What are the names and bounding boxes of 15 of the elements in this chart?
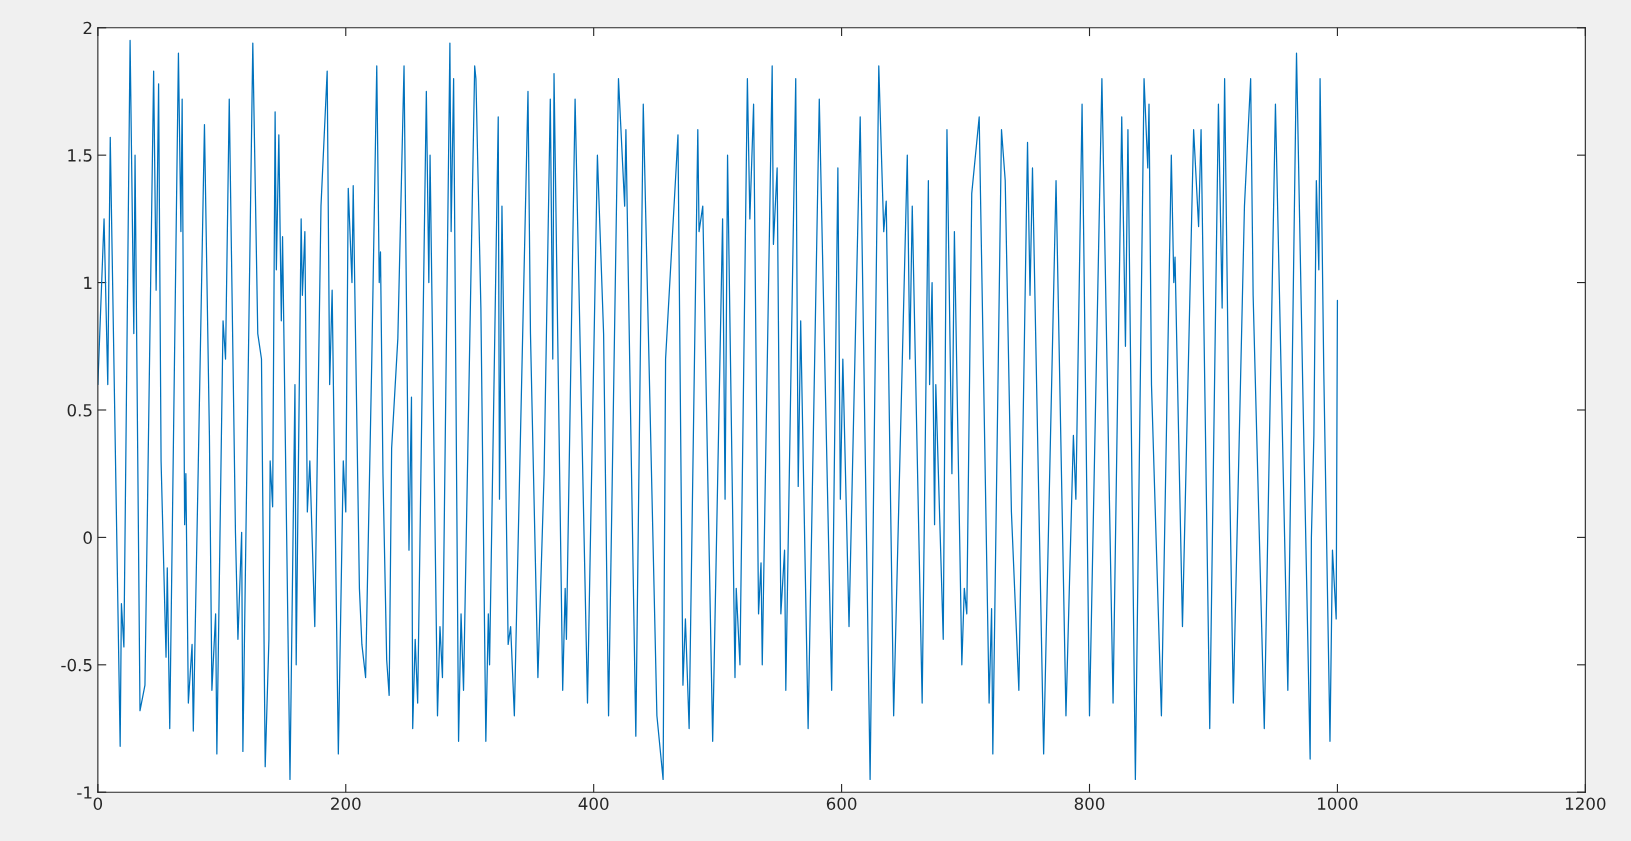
x-tick-label: 400 bbox=[578, 797, 609, 810]
y-tick-label: 1.5 bbox=[68, 149, 92, 162]
y-tick-label: 2 bbox=[83, 21, 92, 35]
x-tick-label: 1200 bbox=[1565, 797, 1606, 810]
y-tick-label: -1 bbox=[77, 786, 92, 799]
x-tick-label: 200 bbox=[331, 797, 361, 810]
y-tick-label: 0 bbox=[83, 531, 92, 544]
y-tick-label: 0.5 bbox=[67, 403, 92, 417]
y-tick-label: 1 bbox=[84, 276, 92, 289]
x-tick-label: 600 bbox=[826, 797, 857, 810]
line-series bbox=[97, 39, 1339, 781]
x-tick-label: 1000 bbox=[1318, 797, 1358, 810]
x-tick-label: 800 bbox=[1074, 797, 1105, 810]
y-tick-label: -0.5 bbox=[61, 658, 92, 672]
x-tick-label: 0 bbox=[93, 797, 103, 810]
